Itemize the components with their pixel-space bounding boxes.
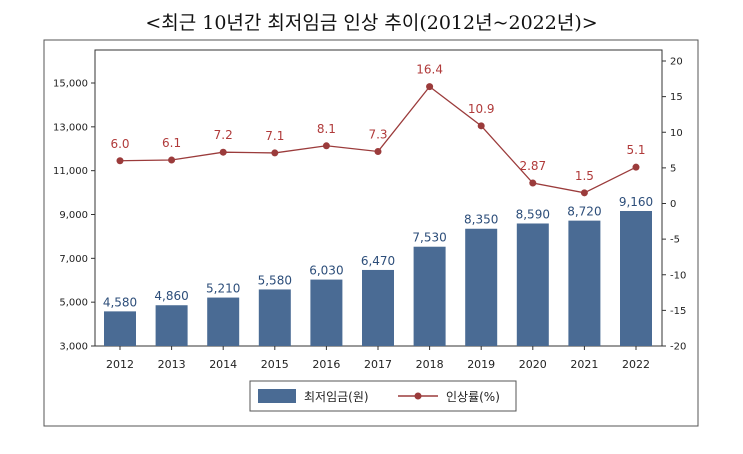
right-axis-tick-label: 5	[670, 163, 676, 174]
line-value-label: 7.1	[265, 129, 284, 143]
line-value-label: 8.1	[317, 122, 336, 136]
x-axis-tick-label: 2012	[106, 358, 134, 371]
legend: 최저임금(원) 인상률(%)	[249, 380, 517, 412]
line-value-label: 6.1	[162, 136, 181, 150]
x-axis-tick-label: 2016	[312, 358, 340, 371]
bar-value-label: 8,350	[464, 213, 498, 227]
line-value-label: 1.5	[575, 169, 594, 183]
x-axis-tick-label: 2014	[209, 358, 237, 371]
line-value-label: 5.1	[626, 143, 645, 157]
x-axis-tick-label: 2019	[467, 358, 495, 371]
bar-value-label: 8,720	[567, 205, 601, 219]
x-axis-tick-label: 2018	[416, 358, 444, 371]
right-axis-tick-label: 15	[670, 92, 683, 103]
line-point	[271, 149, 279, 157]
x-axis: 2012 2013 2014 2015 2016 2017 2018 2019 2020 2021…	[106, 346, 650, 371]
bar	[310, 279, 343, 346]
line-point	[426, 83, 434, 91]
line-point	[580, 189, 588, 197]
left-axis-tick-label: 7,000	[59, 254, 88, 265]
x-axis-tick-label: 2021	[570, 358, 598, 371]
line-point	[374, 147, 382, 155]
line-point	[219, 148, 227, 156]
right-axis-tick-label: 20	[670, 57, 683, 68]
legend-bar-label: 최저임금(원)	[304, 390, 369, 404]
bar-value-label: 7,530	[412, 231, 446, 245]
bar	[413, 246, 446, 346]
bar-value-label: 5,580	[258, 273, 292, 287]
bar	[104, 311, 136, 346]
right-axis-tick-label: 10	[670, 128, 683, 139]
x-axis-tick-label: 2013	[158, 358, 186, 371]
left-axis-tick-label: 11,000	[53, 166, 88, 177]
bar-value-label: 6,470	[361, 254, 395, 268]
line-value-label: 6.0	[110, 137, 129, 151]
left-axis-tick-label: 5,000	[59, 298, 88, 309]
bar-value-label: 8,590	[516, 207, 550, 221]
line-value-label: 16.4	[416, 63, 443, 77]
right-axis-tick-label: -10	[670, 270, 686, 281]
legend-line-marker	[414, 392, 422, 400]
line-point	[529, 179, 537, 187]
bar	[465, 228, 498, 346]
bar	[516, 223, 549, 346]
bar-series: 4,580 4,860 5,210 5,580 6,030 6,470 7,530 8,350…	[103, 195, 653, 346]
right-axis-tick-label: 0	[670, 199, 676, 210]
x-axis-tick-label: 2020	[519, 358, 547, 371]
left-axis-tick-label: 9,000	[59, 210, 88, 221]
left-axis: 3,000 5,000 7,000 9,000 11,000 13,000 15,000	[53, 79, 95, 353]
line-point	[477, 122, 485, 130]
line-value-label: 7.2	[214, 128, 233, 142]
line-value-label: 7.3	[368, 127, 387, 141]
bar-value-label: 9,160	[619, 195, 653, 209]
line-point	[116, 157, 124, 165]
line-value-label: 10.9	[468, 102, 495, 116]
left-axis-tick-label: 3,000	[59, 342, 88, 353]
x-axis-tick-label: 2017	[364, 358, 392, 371]
line-value-label: 2.87	[519, 159, 546, 173]
line-series: 6.0 6.1 7.2 7.1 8.1 7.3 16.4 10.9 2.87 1.5 5.1	[110, 63, 646, 197]
legend-line-label: 인상률(%)	[446, 390, 500, 404]
right-axis-tick-label: -5	[670, 235, 680, 246]
right-axis: -20 -15 -10 -5 0 5 10 15 20	[662, 57, 686, 353]
bar-value-label: 4,580	[103, 295, 137, 309]
x-axis-tick-label: 2022	[622, 358, 650, 371]
right-axis-tick-label: -20	[670, 342, 686, 353]
left-axis-tick-label: 15,000	[53, 79, 88, 90]
bar-value-label: 6,030	[309, 264, 343, 278]
bar	[620, 210, 652, 346]
bar	[155, 305, 188, 346]
bar-value-label: 5,210	[206, 282, 240, 296]
line-point	[632, 163, 640, 171]
chart-title: <최근 10년간 최저임금 인상 추이(2012년~2022년)>	[145, 12, 598, 34]
bar	[362, 269, 394, 346]
line-point	[322, 142, 330, 150]
bar	[568, 220, 601, 346]
bar-value-label: 4,860	[154, 289, 188, 303]
bar	[258, 289, 291, 346]
bar	[207, 297, 240, 346]
right-axis-tick-label: -15	[670, 306, 686, 317]
x-axis-tick-label: 2015	[261, 358, 289, 371]
line-point	[168, 156, 176, 164]
left-axis-tick-label: 13,000	[53, 122, 88, 133]
legend-bar-swatch	[258, 389, 296, 403]
